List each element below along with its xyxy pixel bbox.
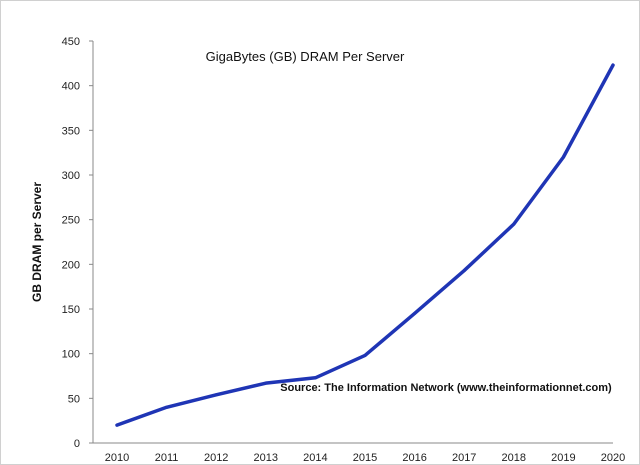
- x-tick-label: 2019: [551, 452, 575, 464]
- data-point: [363, 353, 367, 357]
- data-point: [264, 381, 268, 385]
- y-axis-label: GB DRAM per Server: [30, 182, 44, 302]
- y-tick-label: 350: [62, 125, 80, 137]
- data-point: [462, 269, 466, 273]
- x-tick-label: 2015: [353, 452, 377, 464]
- y-tick-label: 0: [74, 438, 80, 450]
- y-tick-label: 450: [62, 36, 80, 48]
- data-point: [512, 222, 516, 226]
- data-point: [611, 63, 615, 67]
- y-tick-label: 300: [62, 170, 80, 182]
- chart-title: GigaBytes (GB) DRAM Per Server: [206, 49, 405, 64]
- x-tick-label: 2016: [402, 452, 426, 464]
- y-tick-label: 200: [62, 259, 80, 271]
- y-tick-label: 250: [62, 215, 80, 227]
- axes: [92, 41, 613, 444]
- series-group: [115, 63, 615, 427]
- x-tick-label: 2011: [155, 452, 179, 464]
- data-point: [413, 311, 417, 315]
- source-annotation: Source: The Information Network (www.the…: [280, 382, 612, 394]
- y-tick-label: 150: [62, 304, 80, 316]
- data-point: [115, 423, 119, 427]
- x-tick-label: 2020: [601, 452, 625, 464]
- x-tick-label: 2012: [204, 452, 228, 464]
- data-point: [313, 376, 317, 380]
- data-point: [165, 405, 169, 409]
- x-tick-labels: 2010 2011 2012 2013 2014 2015 2016 2017 2018 2019…: [105, 452, 625, 464]
- data-point: [214, 393, 218, 397]
- data-point: [561, 155, 565, 159]
- y-tick-label: 50: [68, 393, 80, 405]
- series-line: [115, 63, 615, 427]
- y-tick-label: 100: [62, 349, 80, 361]
- y-tick-label: 400: [62, 81, 80, 93]
- x-tick-label: 2013: [254, 452, 278, 464]
- x-tick-label: 2014: [303, 452, 327, 464]
- x-tick-label: 2018: [502, 452, 526, 464]
- x-tick-label: 2010: [105, 452, 129, 464]
- y-tick-labels: 0 50 100 150 200 250 300 350 400 450: [62, 36, 93, 450]
- x-tick-label: 2017: [452, 452, 476, 464]
